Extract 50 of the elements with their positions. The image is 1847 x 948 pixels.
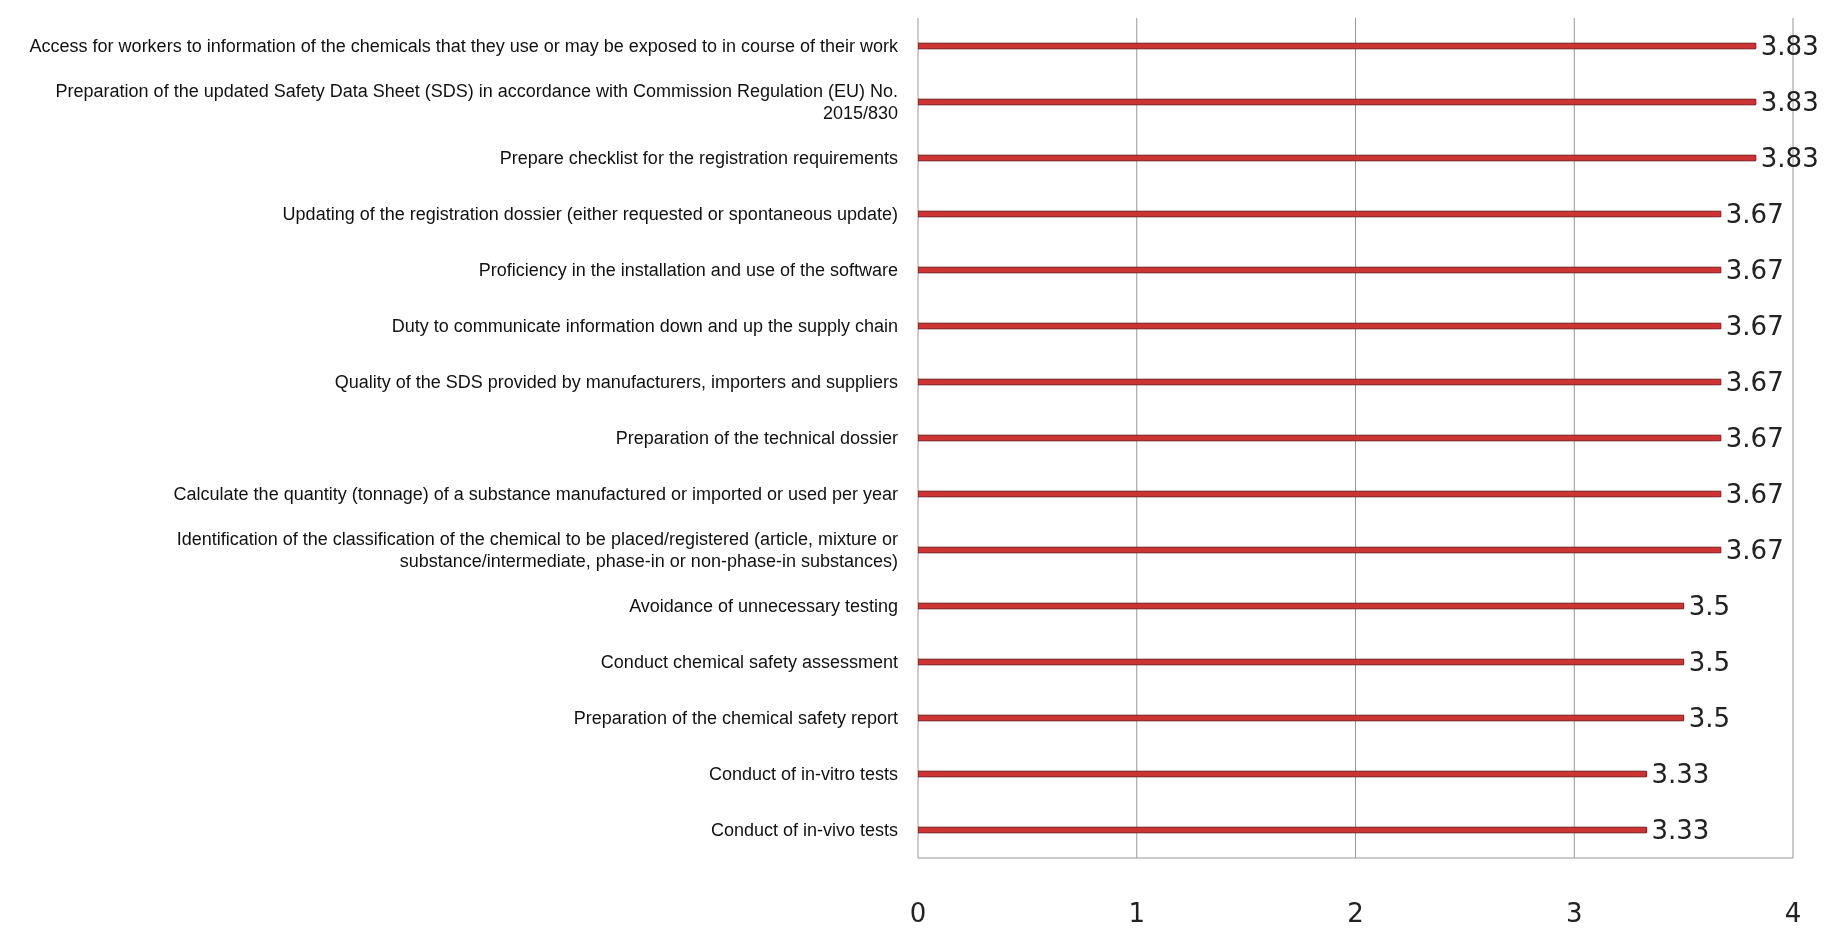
bar [918,42,1757,50]
bar [918,322,1722,330]
bar [918,266,1722,274]
y-tick-label: Preparation of the technical dossier [615,427,898,449]
x-tick-label: 1 [1128,898,1146,929]
y-tick-label: Duty to communicate information down and up the supply chain [391,315,898,337]
y-tick-label: Proficiency in the installation and use of the software [478,259,898,281]
y-tick-label: Prepare checklist for the registration requirements [499,147,898,169]
data-label: 3.67 [1725,535,1784,566]
bar [918,378,1722,386]
bar [918,714,1685,722]
data-label: 3.67 [1725,199,1784,230]
y-tick-label: Updating of the registration dossier (either requested or spontaneous update) [282,203,898,225]
y-tick-label: Conduct of in-vivo tests [710,819,898,841]
data-label: 3.67 [1725,255,1784,286]
y-tick-label: Conduct of in-vitro tests [708,763,898,785]
bar [918,546,1722,554]
bar [918,602,1685,610]
data-label: 3.83 [1760,143,1819,174]
data-label: 3.5 [1688,703,1730,734]
bar [918,154,1757,162]
data-label: 3.83 [1760,87,1819,118]
x-tick-label: 0 [909,898,927,929]
x-tick-label: 3 [1565,898,1583,929]
data-label: 3.33 [1651,759,1710,790]
x-tick-label: 4 [1784,898,1802,929]
bar [918,490,1722,498]
x-tick-label: 2 [1347,898,1364,929]
data-label: 3.5 [1688,591,1730,622]
bar [918,434,1722,442]
data-label: 3.67 [1725,423,1784,454]
data-label: 3.67 [1725,479,1784,510]
bar [918,826,1647,834]
bar [918,98,1757,106]
data-label: 3.67 [1725,367,1784,398]
bar [918,210,1722,218]
y-tick-label: Calculate the quantity (tonnage) of a substance manufactured or imported or used per year [173,483,898,505]
data-label: 3.83 [1760,31,1819,62]
y-tick-label: Preparation of the chemical safety report [573,707,898,729]
y-tick-label: Preparation of the updated Safety Data Sheet (SDS) in accordance with Commission Regulation (EU) No. 2015/830 [54,80,898,124]
y-tick-label: Avoidance of unnecessary testing [629,595,898,617]
data-label: 3.5 [1688,647,1730,678]
data-label: 3.33 [1651,815,1710,846]
y-tick-label: Quality of the SDS provided by manufacturers, importers and suppliers [334,371,898,393]
y-tick-label: Conduct chemical safety assessment [600,651,898,673]
y-tick-label: Access for workers to information of the chemicals that they use or may be exposed to in course of their work [29,35,898,57]
bar [918,658,1685,666]
data-label: 3.67 [1725,311,1784,342]
y-tick-label: Identification of the classification of the chemical to be placed/registered (article, mixture or substance/intermediate, phase-in or non-phase-in substances) [175,528,898,572]
bar [918,770,1647,778]
